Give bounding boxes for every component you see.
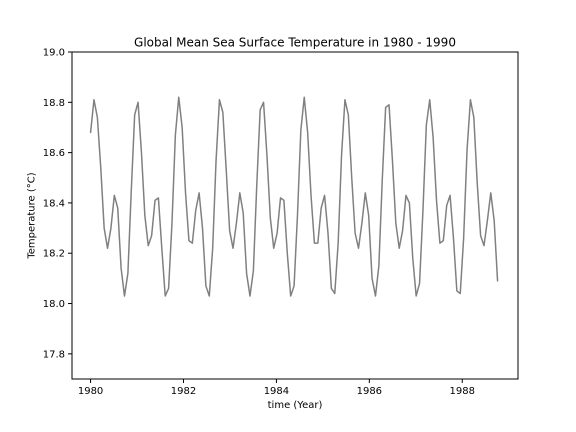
plot-area xyxy=(71,51,519,380)
x-tick-label: 1986 xyxy=(357,386,382,397)
y-tick-label: 18.4 xyxy=(43,198,65,209)
x-axis: 1980 1982 1984 1986 1988 xyxy=(78,379,475,397)
y-axis-label: Temperature (°C) xyxy=(27,172,38,259)
x-axis-label: time (Year) xyxy=(268,400,323,411)
x-tick-label: 1988 xyxy=(450,386,475,397)
y-tick-label: 18.8 xyxy=(43,98,65,109)
series-layer xyxy=(89,96,499,297)
chart-title: Global Mean Sea Surface Temperature in 1… xyxy=(134,36,456,50)
series-line xyxy=(89,96,499,297)
x-tick-label: 1984 xyxy=(264,386,289,397)
y-axis: 17.8 18.0 18.2 18.4 18.6 18.8 19.0 xyxy=(43,48,72,360)
x-tick-label: 1982 xyxy=(171,386,196,397)
y-tick-label: 18.0 xyxy=(43,299,65,310)
y-tick-label: 19.0 xyxy=(43,48,65,59)
plot-frame xyxy=(71,51,519,380)
y-tick-label: 18.6 xyxy=(43,148,65,159)
y-tick-label: 17.8 xyxy=(43,349,65,360)
y-tick-label: 18.2 xyxy=(43,249,65,260)
x-tick-label: 1980 xyxy=(78,386,103,397)
